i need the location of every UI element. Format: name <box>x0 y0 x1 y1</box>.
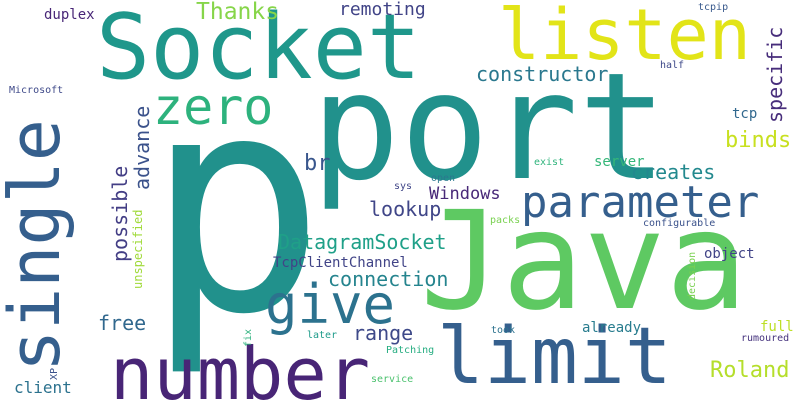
word-possible: possible <box>108 165 132 262</box>
word-tcpclientchannel: TcpClientChannel <box>273 255 408 271</box>
word-constructor: constructor <box>476 62 609 86</box>
word-rumoured: rumoured <box>741 333 790 344</box>
word-range: range <box>353 321 414 345</box>
word-client: client <box>14 378 72 397</box>
word-creates: creates <box>631 160 716 184</box>
word-single: single <box>0 119 76 372</box>
word-binds: binds <box>725 128 792 153</box>
word-xp: XP <box>49 367 60 380</box>
word-advance: advance <box>130 105 154 190</box>
word-full: full <box>760 319 794 335</box>
word-server: server <box>594 154 645 170</box>
word-number: number <box>110 332 371 400</box>
word-configurable: configurable <box>643 218 716 229</box>
word-windows: Windows <box>429 184 501 204</box>
word-tcpip: tcpip <box>698 2 729 13</box>
word-service: service <box>371 374 414 385</box>
word-datagramsocket: DatagramSocket <box>278 230 447 254</box>
word-already: already <box>582 320 642 336</box>
word-listen: listen <box>498 0 751 76</box>
word-thanks: Thanks <box>196 0 280 25</box>
word-specific: specific <box>763 26 787 123</box>
word-sys: sys <box>394 181 413 192</box>
word-fix: fix <box>243 328 254 347</box>
word-zero: zero <box>153 78 274 136</box>
word-took: took <box>491 325 516 336</box>
word-later: later <box>307 330 338 341</box>
word-parameter: parameter <box>521 177 760 228</box>
word-br: br <box>304 151 331 176</box>
word-unspecified: unspecified <box>131 209 145 289</box>
word-decision: decision <box>687 251 698 300</box>
word-tcp: tcp <box>732 106 758 122</box>
word-open: open <box>431 173 456 184</box>
word-lookup: lookup <box>369 197 442 221</box>
word-free: free <box>98 311 147 335</box>
word-half: half <box>660 60 685 71</box>
word-object: object <box>704 246 755 262</box>
word-remoting: remoting <box>339 0 426 20</box>
word-patching: Patching <box>386 345 435 356</box>
word-limit: limit <box>437 312 672 400</box>
word-duplex: duplex <box>44 7 95 23</box>
word-socket: Socket <box>96 0 422 100</box>
word-give: give <box>265 273 396 336</box>
word-connection: connection <box>328 267 449 291</box>
word-roland: Roland <box>710 358 790 383</box>
word-packs: packs <box>490 215 521 226</box>
word-java: Java <box>420 183 748 341</box>
word-exist: exist <box>534 157 565 168</box>
word-p: p <box>145 31 326 380</box>
word-microsoft: Microsoft <box>9 85 64 96</box>
word-port: port <box>311 41 668 213</box>
